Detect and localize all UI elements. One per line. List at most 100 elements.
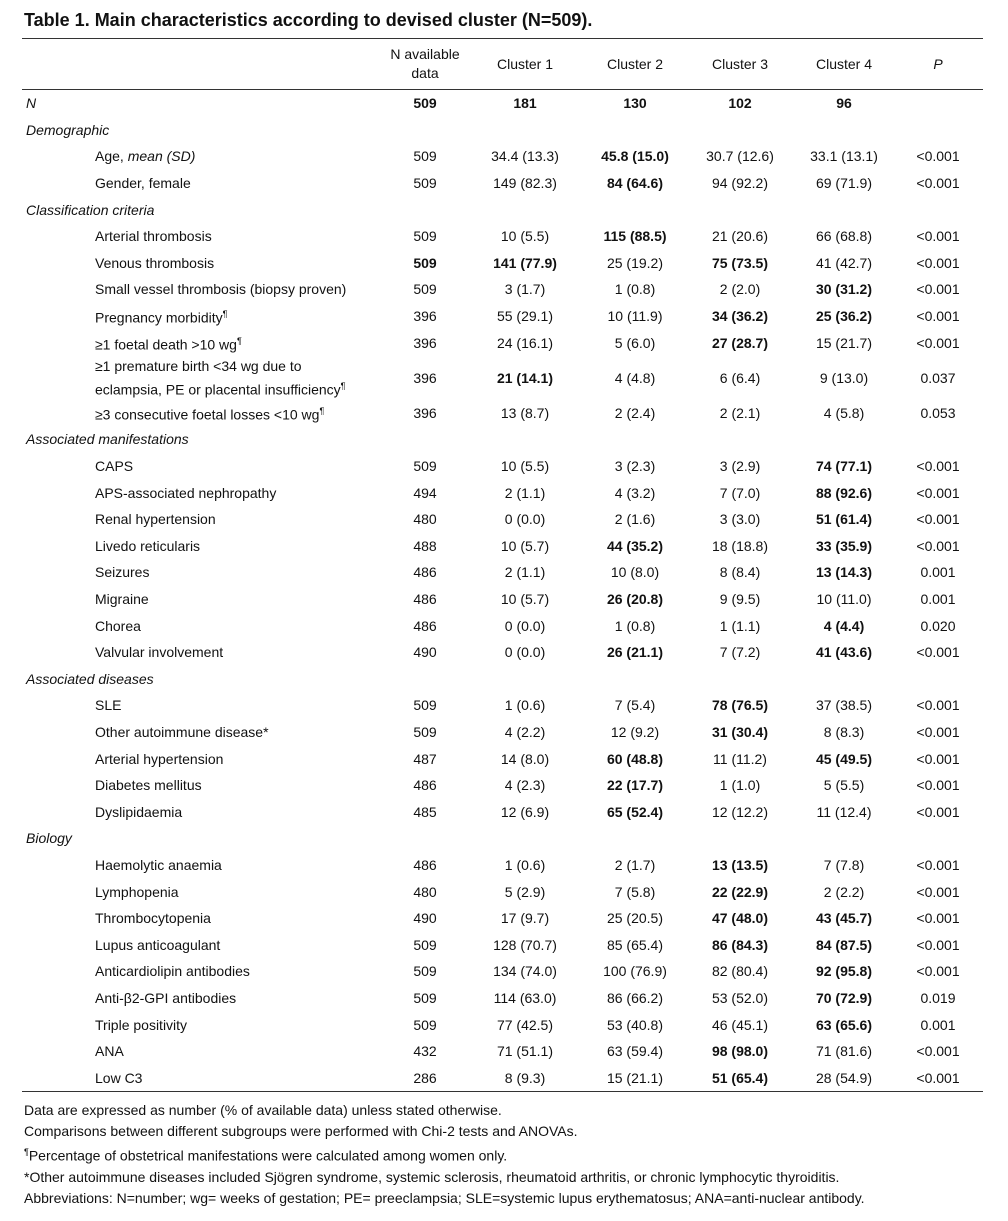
- cell: 21 (20.6): [711, 228, 769, 245]
- row-label: Lupus anticoagulant: [22, 931, 385, 958]
- cell: 396: [413, 404, 437, 421]
- cell: 44 (35.2): [606, 537, 664, 554]
- data-row: Haemolytic anaemia 486 1 (0.6) 2 (1.7) 13 (1…: [22, 852, 983, 879]
- cell: <0.001: [916, 1043, 960, 1060]
- cell: 96: [836, 95, 852, 112]
- data-row: Small vessel thrombosis (biopsy proven) 5…: [22, 276, 983, 303]
- cell: 33 (35.9): [815, 537, 873, 554]
- cell: 134 (74.0): [493, 963, 557, 980]
- cell: 2 (2.2): [823, 883, 865, 900]
- cell: 86 (84.3): [711, 936, 769, 953]
- cell: 7 (5.4): [614, 697, 656, 714]
- cell: 486: [413, 564, 437, 581]
- cell: <0.001: [916, 511, 960, 528]
- cell: 10 (5.7): [500, 591, 550, 608]
- cell: 1 (0.6): [504, 697, 546, 714]
- cell: 2 (1.6): [614, 511, 656, 528]
- label-text: Lymphopenia: [95, 882, 179, 902]
- cell: 4 (4.4): [823, 617, 865, 634]
- cell: 10 (11.0): [816, 591, 872, 608]
- cell: 5 (2.9): [504, 883, 546, 900]
- cell: 10 (5.5): [500, 228, 550, 245]
- cell: 509: [413, 175, 437, 192]
- cell: 92 (95.8): [815, 963, 873, 980]
- label: Arterial thrombosis: [95, 228, 212, 245]
- cell: 130: [623, 95, 647, 112]
- label: Diabetes mellitus: [95, 777, 202, 794]
- header-cell: Cluster 4: [815, 55, 873, 72]
- row-label: Livedo reticularis: [22, 533, 385, 560]
- cell: 6 (6.4): [719, 369, 761, 386]
- cell: 4 (2.3): [504, 777, 546, 794]
- label-text: CAPS: [95, 456, 133, 476]
- label-text: SLE: [95, 695, 121, 715]
- row-label: Dyslipidaemia: [22, 799, 385, 826]
- cell: 47 (48.0): [711, 910, 769, 927]
- cell: 2 (2.4): [614, 404, 656, 421]
- cell: <0.001: [916, 936, 960, 953]
- cell: 43 (45.7): [815, 910, 873, 927]
- cell: 509: [413, 254, 437, 271]
- section-label: Associated manifestations: [26, 431, 189, 448]
- row-label: Other autoimmune disease*: [22, 719, 385, 746]
- label: APS-associated nephropathy: [95, 484, 277, 501]
- cell: 0.020: [920, 617, 956, 634]
- cell: 5 (5.5): [823, 777, 865, 794]
- label: Renal hypertension: [95, 511, 216, 528]
- footnote-mark: ¶: [236, 335, 242, 346]
- data-row: ANA 432 71 (51.1) 63 (59.4) 98 (98.0) 71 (81.…: [22, 1038, 983, 1065]
- cell: 25 (36.2): [815, 308, 873, 325]
- cell: <0.001: [916, 308, 960, 325]
- label: Other autoimmune disease*: [95, 724, 269, 741]
- cell: 88 (92.6): [815, 484, 873, 501]
- row-label: ≥3 consecutive foetal losses <10 wg¶: [22, 400, 385, 427]
- cell: 4 (4.8): [614, 369, 656, 386]
- cell: 396: [413, 334, 437, 351]
- row-label: Lymphopenia: [22, 878, 385, 905]
- cell: 12 (9.2): [610, 724, 660, 741]
- label: Gender, female: [95, 175, 191, 192]
- cell: 94 (92.2): [711, 175, 769, 192]
- cell: 1 (1.1): [719, 617, 761, 634]
- cell: <0.001: [916, 697, 960, 714]
- label-text: Renal hypertension: [95, 509, 216, 529]
- cell: 21 (14.1): [496, 369, 554, 386]
- label-text: Migraine: [95, 589, 149, 609]
- cell: 490: [413, 644, 437, 661]
- footnote-text: Data are expressed as number (% of avail…: [24, 1102, 502, 1118]
- header-cell: Cluster 1: [496, 55, 554, 72]
- cell: 63 (65.6): [815, 1016, 873, 1033]
- row-label: Haemolytic anaemia: [22, 852, 385, 879]
- row-label: N: [22, 90, 385, 117]
- cell: 0 (0.0): [504, 617, 546, 634]
- footnote-mark: ¶: [340, 380, 346, 391]
- table: N available data Cluster 1 Cluster 2 Cluste…: [22, 38, 983, 1092]
- cell: 25 (20.5): [606, 910, 664, 927]
- label-text: Other autoimmune disease*: [95, 722, 269, 742]
- cell: 3 (2.3): [614, 458, 656, 475]
- data-row: Livedo reticularis 488 10 (5.7) 44 (35.2) 18…: [22, 533, 983, 560]
- cell: 2 (1.1): [504, 564, 546, 581]
- section-label: Associated diseases: [26, 670, 154, 687]
- label-text: Diabetes mellitus: [95, 775, 202, 795]
- cell: 98 (98.0): [711, 1043, 769, 1060]
- label-italic: mean (SD): [127, 148, 196, 165]
- label-text: Chorea: [95, 616, 141, 636]
- cell: 12 (6.9): [500, 803, 550, 820]
- cell: 13 (8.7): [500, 404, 550, 421]
- header-cell: Cluster 3: [711, 55, 769, 72]
- cell: 141 (77.9): [493, 254, 557, 271]
- cell: 31 (30.4): [711, 724, 769, 741]
- table-header: N available data Cluster 1 Cluster 2 Cluste…: [22, 38, 983, 90]
- cell: 486: [413, 591, 437, 608]
- cell: 55 (29.1): [496, 308, 554, 325]
- label-text: Anti-β2-GPI antibodies: [95, 988, 236, 1008]
- data-row: SLE 509 1 (0.6) 7 (5.4) 78 (76.5) 37 (38.5) <0…: [22, 692, 983, 719]
- cell: 509: [413, 989, 437, 1006]
- cell: 51 (61.4): [815, 511, 873, 528]
- cell: <0.001: [916, 484, 960, 501]
- cell: 53 (52.0): [711, 989, 769, 1006]
- label-text: Lupus anticoagulant: [95, 935, 220, 955]
- cell: 485: [413, 803, 437, 820]
- cell: 3 (3.0): [719, 511, 761, 528]
